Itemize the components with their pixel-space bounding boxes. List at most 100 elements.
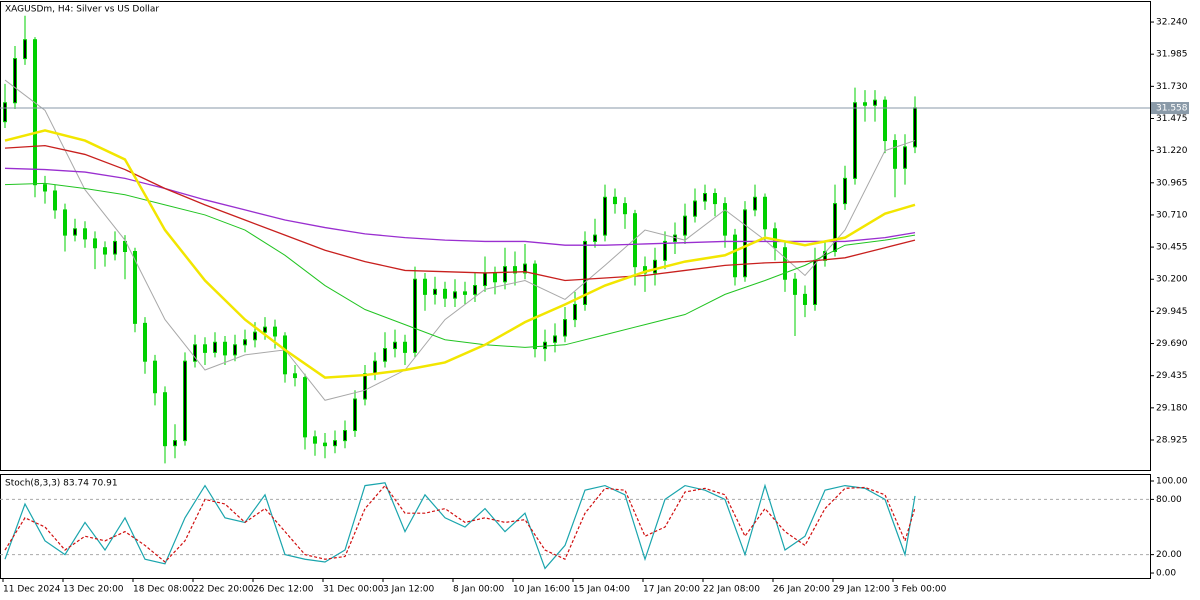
candle-body (123, 240, 127, 253)
candle-body (443, 288, 447, 299)
candle-body (573, 303, 577, 321)
candle-body (343, 430, 347, 442)
candle-body (663, 240, 667, 261)
candle-body (753, 196, 757, 211)
x-tick-label: 26 Jan 20:00 (773, 585, 830, 595)
candle-body (283, 335, 287, 375)
candle-body (613, 196, 617, 205)
candle-body (903, 146, 907, 169)
candle-body (103, 247, 107, 255)
last-price-label: 31.558 (1156, 104, 1188, 114)
candle-body (33, 39, 37, 186)
candle-body (203, 344, 207, 353)
candle-body (763, 196, 767, 230)
candle-body (833, 203, 837, 253)
x-tick-label: 17 Jan 20:00 (643, 585, 700, 595)
x-tick-label: 29 Jan 12:00 (833, 585, 890, 595)
y-tick-label: 0.00 (1156, 569, 1176, 579)
candle-body (843, 177, 847, 205)
candle-body (703, 193, 707, 202)
y-tick-label: 30.710 (1156, 210, 1188, 220)
candle-body (783, 247, 787, 280)
candle-body (463, 291, 467, 295)
candle-body (623, 203, 627, 215)
x-tick-label: 26 Dec 12:00 (253, 585, 314, 595)
x-tick-label: 8 Jan 00:00 (453, 585, 505, 595)
candle-body (223, 341, 227, 356)
candle-body (143, 322, 147, 362)
y-tick-label: 29.180 (1156, 403, 1188, 413)
y-tick-label: 29.945 (1156, 307, 1188, 317)
candle-body (523, 263, 527, 274)
candle-body (3, 102, 7, 123)
candle-body (683, 215, 687, 236)
candle-body (813, 259, 817, 305)
candle-body (733, 234, 737, 278)
candle-body (73, 228, 77, 236)
y-tick-label: 100.00 (1156, 476, 1188, 486)
x-tick-label: 15 Jan 04:00 (573, 585, 630, 595)
candle-body (503, 266, 507, 283)
moving-average (4, 144, 916, 282)
candle-body (863, 102, 867, 106)
stoch-frame (0, 474, 1151, 579)
candle-body (273, 326, 277, 337)
candle-body (183, 360, 187, 442)
candle-body (543, 341, 547, 350)
candle-body (553, 335, 557, 343)
moving-average (4, 182, 916, 348)
y-tick-label: 20.00 (1156, 550, 1182, 560)
candle-body (373, 360, 377, 375)
candle-body (853, 102, 857, 179)
x-tick-label: 11 Dec 2024 (3, 585, 61, 595)
candle-body (53, 190, 57, 211)
candle-body (263, 326, 267, 333)
candle-body (83, 228, 87, 240)
chart-title: XAGUSDm, H4: Silver vs US Dollar (5, 5, 159, 15)
candle-body (563, 319, 567, 337)
candle-body (153, 360, 157, 394)
candle-body (803, 293, 807, 305)
candle-body (113, 240, 117, 255)
candle-body (173, 440, 177, 447)
candle-body (533, 263, 537, 350)
x-tick-label: 22 Dec 20:00 (193, 585, 254, 595)
candle-body (593, 234, 597, 242)
x-tick-label: 22 Jan 08:00 (703, 585, 760, 595)
moving-average (4, 129, 916, 379)
candle-body (423, 278, 427, 295)
y-tick-label: 29.435 (1156, 371, 1188, 381)
candle-body (163, 392, 167, 447)
candle-body (653, 259, 657, 274)
y-tick-label: 30.455 (1156, 243, 1188, 253)
candle-body (243, 339, 247, 346)
stoch-line (4, 484, 916, 563)
candle-body (693, 200, 697, 217)
candle-body (383, 348, 387, 362)
candle-body (473, 285, 477, 295)
candle-body (303, 377, 307, 438)
candle-body (293, 373, 297, 379)
x-tick-label: 10 Jan 16:00 (513, 585, 570, 595)
candle-body (483, 272, 487, 287)
candle-body (883, 99, 887, 142)
candle-body (23, 39, 27, 60)
y-tick-label: 80.00 (1156, 495, 1182, 505)
candle-body (723, 203, 727, 236)
y-tick-label: 31.985 (1156, 50, 1188, 60)
candle-body (323, 442, 327, 447)
candle-body (403, 341, 407, 353)
moving-average (4, 167, 916, 246)
candle-body (873, 99, 877, 106)
candle-body (793, 278, 797, 295)
candle-body (63, 209, 67, 236)
candle-body (333, 440, 337, 447)
candle-body (413, 278, 417, 353)
candle-body (893, 140, 897, 169)
candle-body (13, 58, 17, 104)
candle-body (313, 436, 317, 444)
main-frame (0, 1, 1151, 471)
candle-body (193, 344, 197, 362)
y-tick-label: 32.240 (1156, 18, 1188, 28)
